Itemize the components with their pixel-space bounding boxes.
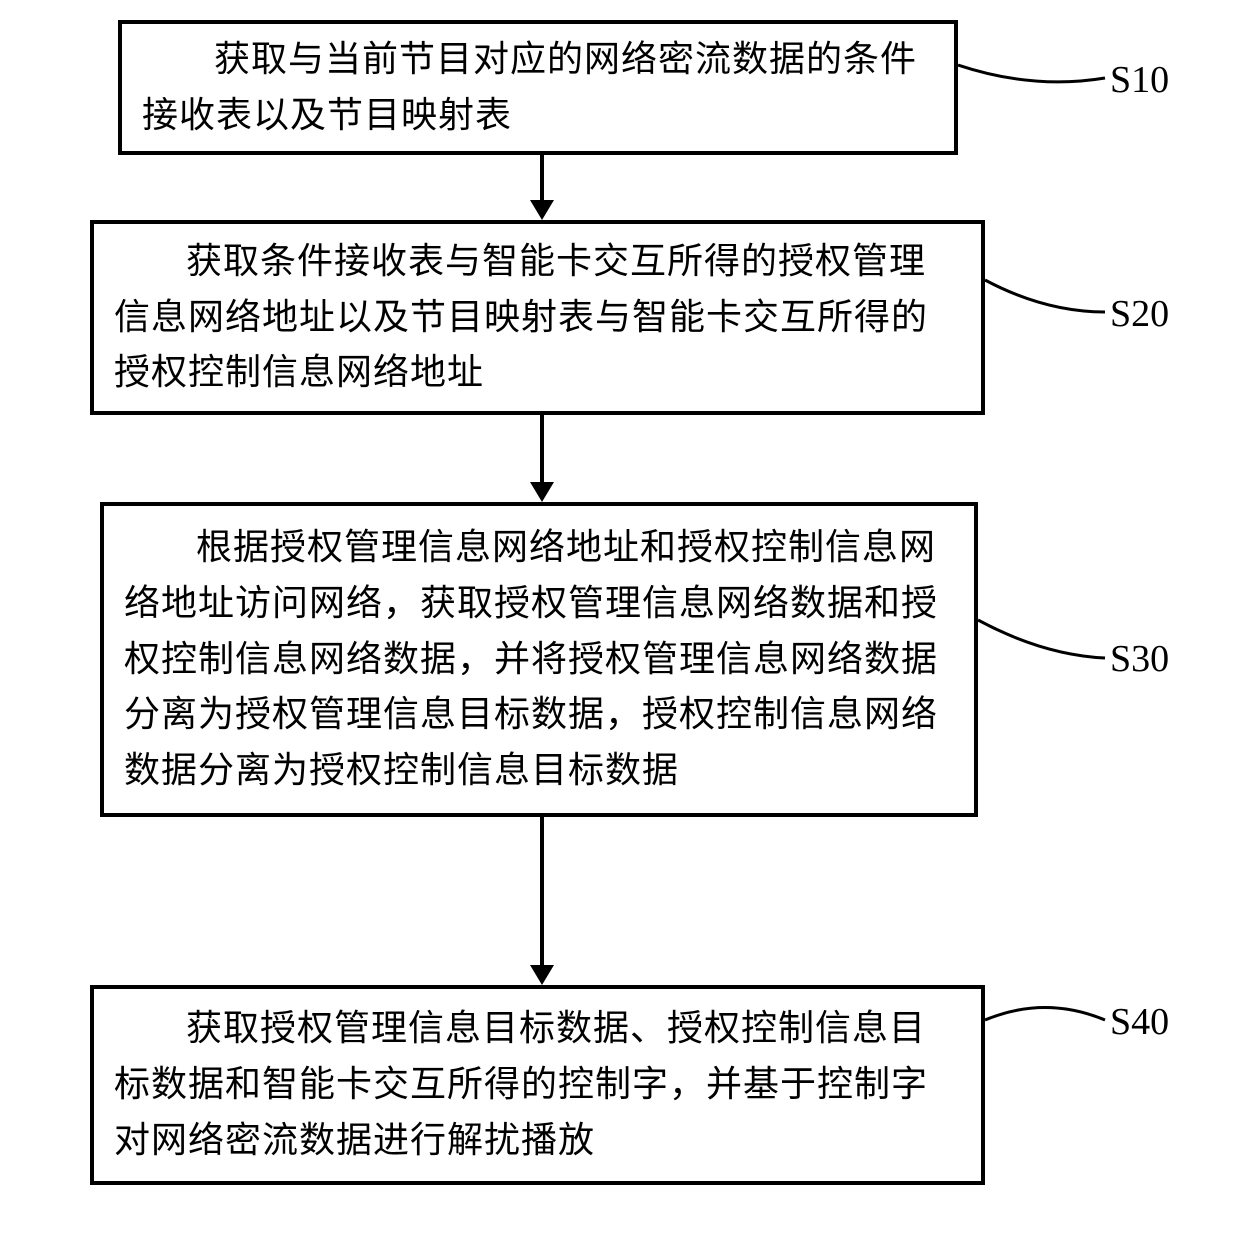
arrow-s20-s30	[540, 415, 544, 482]
flow-text-s10: 获取与当前节目对应的网络密流数据的条件接收表以及节目映射表	[142, 32, 934, 144]
arrow-head-1	[530, 200, 554, 220]
flow-step-s30: 根据授权管理信息网络地址和授权控制信息网络地址访问网络，获取授权管理信息网络数据…	[100, 502, 978, 817]
step-label-s20: S20	[1110, 292, 1169, 336]
step-label-s40: S40	[1110, 1000, 1169, 1044]
connector-s40	[985, 1000, 1110, 1050]
flow-text-s40: 获取授权管理信息目标数据、授权控制信息目标数据和智能卡交互所得的控制字，并基于控…	[114, 1001, 961, 1168]
step-label-s30: S30	[1110, 637, 1169, 681]
connector-s10	[958, 50, 1110, 100]
flow-step-s10: 获取与当前节目对应的网络密流数据的条件接收表以及节目映射表	[118, 20, 958, 155]
flow-text-s20: 获取条件接收表与智能卡交互所得的授权管理信息网络地址以及节目映射表与智能卡交互所…	[114, 234, 961, 401]
arrow-head-3	[530, 965, 554, 985]
arrow-s30-s40	[540, 817, 544, 965]
flow-step-s20: 获取条件接收表与智能卡交互所得的授权管理信息网络地址以及节目映射表与智能卡交互所…	[90, 220, 985, 415]
connector-s20	[985, 270, 1110, 325]
flow-text-s30: 根据授权管理信息网络地址和授权控制信息网络地址访问网络，获取授权管理信息网络数据…	[124, 520, 954, 799]
arrow-s10-s20	[540, 155, 544, 200]
connector-s30	[978, 615, 1110, 670]
arrow-head-2	[530, 482, 554, 502]
step-label-s10: S10	[1110, 58, 1169, 102]
flow-step-s40: 获取授权管理信息目标数据、授权控制信息目标数据和智能卡交互所得的控制字，并基于控…	[90, 985, 985, 1185]
